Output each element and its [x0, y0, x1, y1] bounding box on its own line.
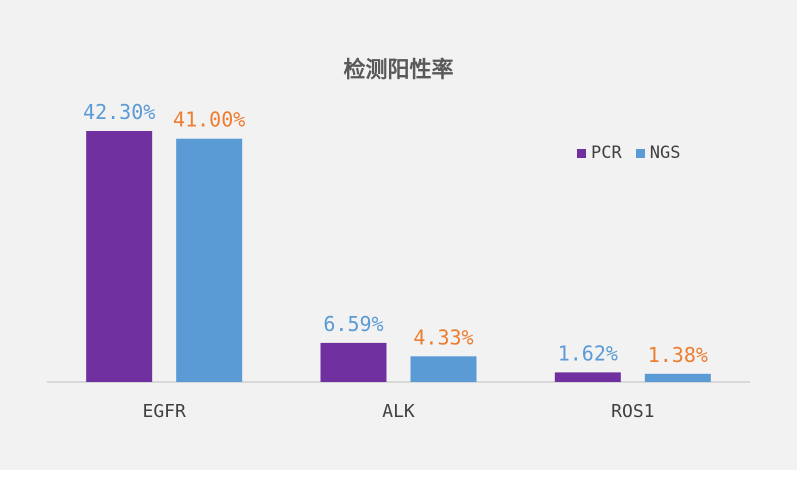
bar-pcr-ros1 — [554, 372, 621, 382]
chart-area: 检测阳性率 42.30% 41.00% EGFR 6.59% 4.33% ALK 1.62%… — [0, 0, 797, 470]
bar-ngs-ros1 — [644, 373, 711, 382]
chart-title: 检测阳性率 — [343, 58, 454, 83]
data-label-ngs-alk: 4.33% — [413, 325, 473, 349]
bar-pcr-egfr — [86, 131, 153, 382]
legend: PCR NGS — [577, 143, 694, 163]
bar-chart: 42.30% 41.00% EGFR 6.59% 4.33% ALK 1.62% 1.38% R… — [47, 100, 750, 422]
category-label-alk: ALK — [382, 401, 415, 422]
bar-ngs-alk — [410, 356, 477, 382]
legend-label-pcr: PCR — [591, 143, 622, 163]
data-label-pcr-egfr: 42.30% — [83, 100, 155, 124]
legend-item-pcr: PCR — [577, 143, 622, 163]
bar-pcr-alk — [320, 342, 387, 382]
legend-swatch-pcr — [577, 148, 586, 158]
data-label-pcr-ros1: 1.62% — [558, 341, 618, 365]
legend-swatch-ngs — [635, 148, 645, 158]
category-label-egfr: EGFR — [142, 401, 186, 422]
category-label-ros1: ROS1 — [611, 401, 654, 422]
data-label-pcr-alk: 6.59% — [323, 312, 383, 336]
legend-label-ngs: NGS — [649, 143, 681, 163]
data-label-ngs-egfr: 41.00% — [173, 108, 245, 132]
data-label-ngs-ros1: 1.38% — [648, 343, 708, 367]
bar-ngs-egfr — [176, 138, 243, 382]
legend-item-ngs: NGS — [635, 143, 681, 163]
